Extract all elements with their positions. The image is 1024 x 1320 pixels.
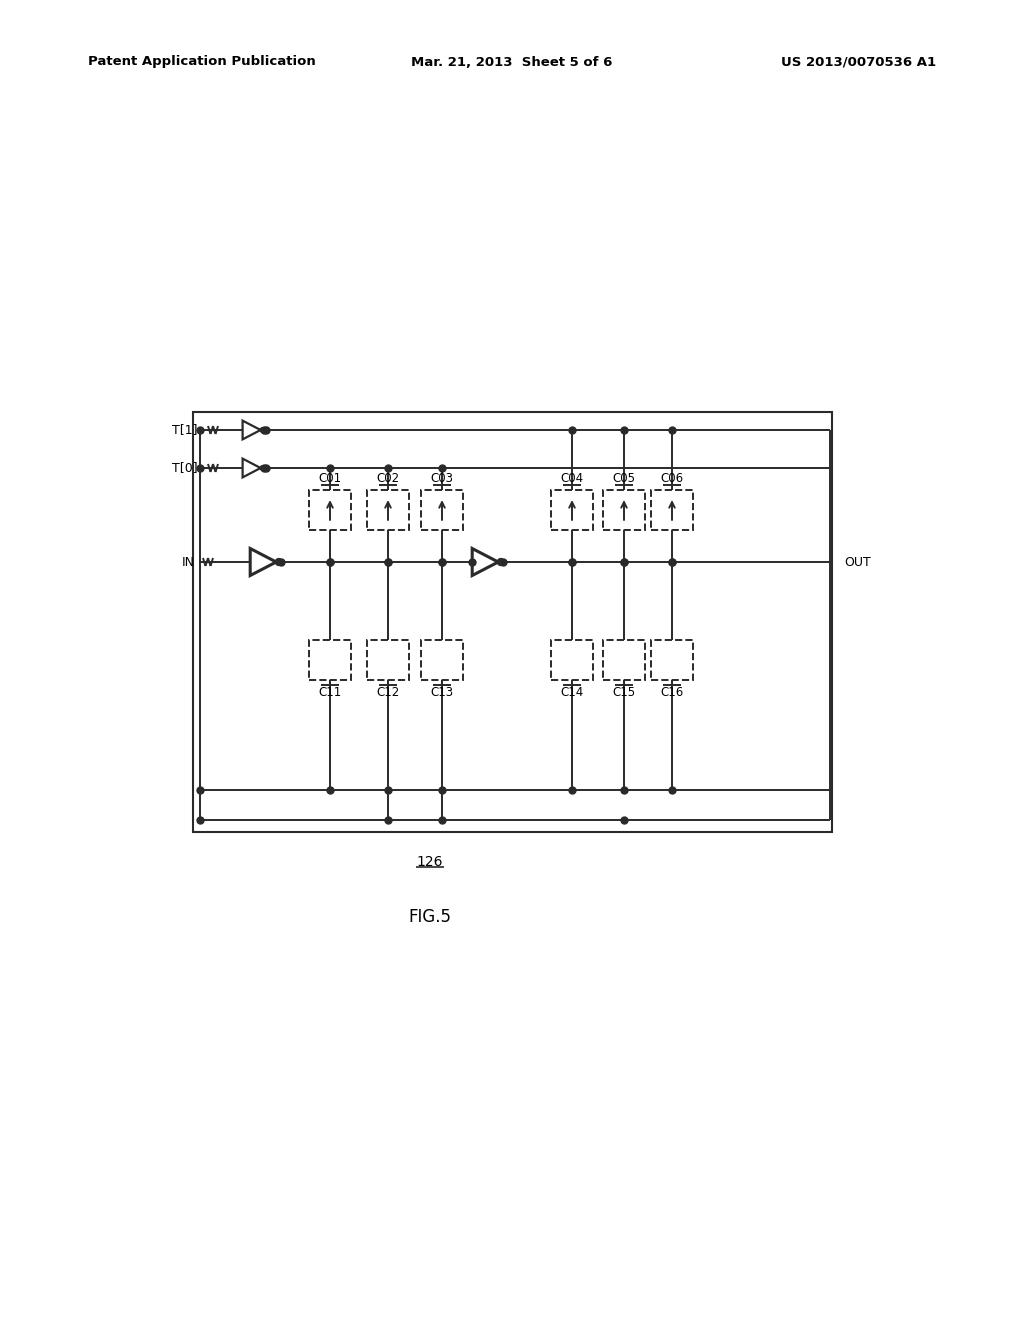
- Bar: [309, 640, 351, 680]
- Text: C05: C05: [612, 471, 636, 484]
- Bar: [367, 490, 409, 531]
- Text: C06: C06: [660, 471, 684, 484]
- Bar: [367, 640, 409, 680]
- Bar: [651, 640, 693, 680]
- Text: C13: C13: [430, 686, 454, 700]
- Text: Patent Application Publication: Patent Application Publication: [88, 55, 315, 69]
- Text: C15: C15: [612, 686, 636, 700]
- Bar: [603, 640, 645, 680]
- Bar: [421, 490, 463, 531]
- Text: Mar. 21, 2013  Sheet 5 of 6: Mar. 21, 2013 Sheet 5 of 6: [412, 55, 612, 69]
- Text: OUT: OUT: [844, 556, 870, 569]
- Text: C04: C04: [560, 471, 584, 484]
- Text: C02: C02: [377, 471, 399, 484]
- Text: T[0]: T[0]: [172, 462, 198, 474]
- Bar: [309, 490, 351, 531]
- Bar: [551, 640, 593, 680]
- Bar: [603, 490, 645, 531]
- Text: C11: C11: [318, 686, 342, 700]
- Circle shape: [260, 466, 264, 470]
- Text: US 2013/0070536 A1: US 2013/0070536 A1: [781, 55, 936, 69]
- Circle shape: [499, 560, 504, 565]
- Circle shape: [276, 560, 282, 565]
- Text: IN: IN: [182, 556, 195, 569]
- Text: C12: C12: [377, 686, 399, 700]
- Bar: [421, 640, 463, 680]
- Text: FIG.5: FIG.5: [409, 908, 452, 927]
- Text: C01: C01: [318, 471, 342, 484]
- Circle shape: [260, 428, 264, 432]
- Bar: [193, 412, 831, 832]
- Text: 126: 126: [417, 855, 443, 869]
- Text: C14: C14: [560, 686, 584, 700]
- Text: T[1]: T[1]: [172, 424, 198, 437]
- Bar: [551, 490, 593, 531]
- Text: C03: C03: [430, 471, 454, 484]
- Text: C16: C16: [660, 686, 684, 700]
- Bar: [651, 490, 693, 531]
